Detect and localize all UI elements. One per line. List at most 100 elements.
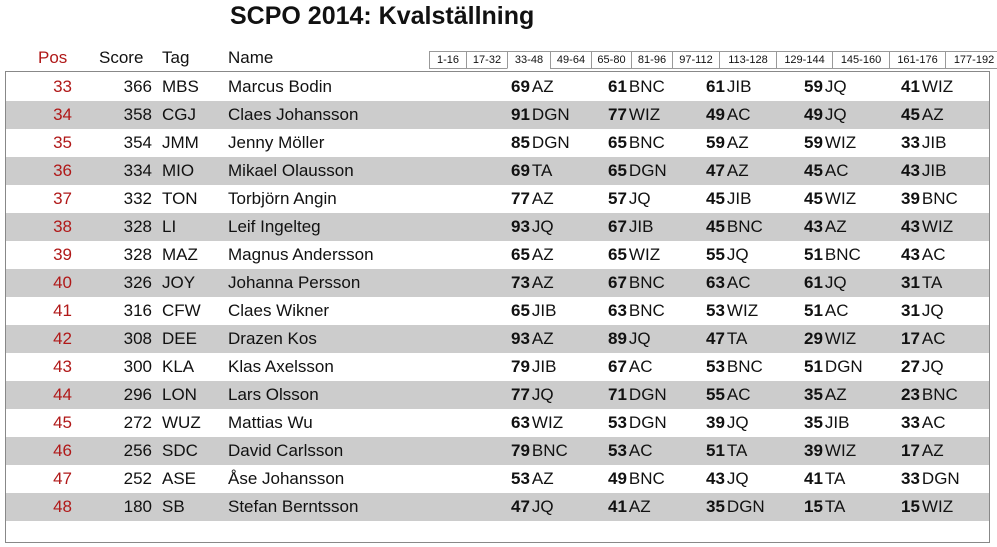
match-result: 53 WIZ [706, 301, 758, 321]
match-result: 33 JIB [901, 133, 946, 153]
match-score: 35 [804, 413, 823, 432]
match-score: 67 [608, 273, 627, 292]
match-score: 51 [804, 357, 823, 376]
match-opponent: AZ [824, 385, 847, 404]
match-opponent: WIZ [531, 413, 564, 432]
match-score: 33 [901, 133, 920, 152]
tab-97-112[interactable]: 97-112 [672, 51, 719, 69]
match-opponent: WIZ [921, 77, 954, 96]
match-opponent: DGN [628, 385, 667, 404]
row-tag: DEE [162, 329, 197, 348]
match-opponent: BNC [921, 189, 958, 208]
match-result: 65 JIB [511, 301, 556, 321]
match-opponent: JQ [824, 273, 847, 292]
match-result: 49 JQ [804, 105, 847, 125]
match-opponent: JIB [921, 133, 947, 152]
match-result: 61 JIB [706, 77, 751, 97]
match-result: 43 JIB [901, 161, 946, 181]
tab-65-80[interactable]: 65-80 [591, 51, 631, 69]
match-result: 29 WIZ [804, 329, 856, 349]
match-opponent: AZ [531, 245, 554, 264]
match-score: 31 [901, 301, 920, 320]
match-result: 73 AZ [511, 273, 554, 293]
match-opponent: BNC [921, 385, 958, 404]
match-score: 43 [901, 217, 920, 236]
tab-49-64[interactable]: 49-64 [550, 51, 591, 69]
match-opponent: JIB [921, 161, 947, 180]
match-result: 17 AC [901, 329, 946, 349]
match-score: 93 [511, 217, 530, 236]
tab-1-16[interactable]: 1-16 [429, 51, 466, 69]
table-row: 47 252 ASE Åse Johansson 53 AZ 49 BNC 43 JQ 41 TA 33… [6, 465, 989, 493]
row-name: Johanna Persson [228, 273, 361, 292]
row-tag: LI [162, 217, 177, 236]
row-pos: 44 [53, 385, 72, 404]
match-opponent: WIZ [824, 189, 857, 208]
match-score: 59 [706, 133, 725, 152]
tab-145-160[interactable]: 145-160 [832, 51, 889, 69]
row-name: Claes Wikner [228, 301, 330, 320]
match-score: 63 [511, 413, 530, 432]
table-row: 48 180 SB Stefan Berntsson 47 JQ 41 AZ 35 DGN 15 TA… [6, 493, 989, 521]
tab-17-32[interactable]: 17-32 [466, 51, 507, 69]
match-result: 93 AZ [511, 329, 554, 349]
match-score: 55 [706, 245, 725, 264]
row-name: Mattias Wu [228, 413, 313, 432]
match-opponent: JQ [628, 329, 651, 348]
match-score: 45 [706, 217, 725, 236]
row-score: 358 [123, 105, 152, 124]
row-tag: CFW [162, 301, 201, 320]
match-opponent: WIZ [921, 497, 954, 516]
match-result: 41 WIZ [901, 77, 953, 97]
row-name: David Carlsson [228, 441, 344, 460]
match-result: 61 JQ [804, 273, 847, 293]
table-row: 44 296 LON Lars Olsson 77 JQ 71 DGN 55 AC 35 AZ 23 BN… [6, 381, 989, 409]
header-pos: Pos [38, 48, 68, 67]
table-row: 37 332 TON Torbjörn Angin 77 AZ 57 JQ 45 JIB 45 WIZ… [6, 185, 989, 213]
match-opponent: TA [726, 329, 748, 348]
match-score: 65 [511, 245, 530, 264]
match-result: 49 AC [706, 105, 751, 125]
match-opponent: DGN [921, 469, 960, 488]
match-score: 73 [511, 273, 530, 292]
match-result: 31 JQ [901, 301, 944, 321]
standings-table: 33 366 MBS Marcus Bodin 69 AZ 61 BNC 61 JIB 59 JQ 41… [5, 71, 990, 543]
match-result: 55 AC [706, 385, 751, 405]
match-result: 69 TA [511, 161, 552, 181]
match-opponent: DGN [824, 357, 863, 376]
match-opponent: AZ [531, 273, 554, 292]
match-score: 91 [511, 105, 530, 124]
tab-81-96[interactable]: 81-96 [631, 51, 672, 69]
match-opponent: DGN [531, 133, 570, 152]
row-pos: 37 [53, 189, 72, 208]
row-score: 296 [123, 385, 152, 404]
match-result: 43 WIZ [901, 217, 953, 237]
tab-113-128[interactable]: 113-128 [719, 51, 776, 69]
match-score: 45 [706, 189, 725, 208]
row-pos: 45 [53, 413, 72, 432]
match-score: 15 [804, 497, 823, 516]
header-tag: Tag [162, 48, 190, 67]
match-result: 77 JQ [511, 385, 554, 405]
table-row: 39 328 MAZ Magnus Andersson 65 AZ 65 WIZ 55 JQ 51 B… [6, 241, 989, 269]
row-score: 366 [123, 77, 152, 96]
match-opponent: AZ [628, 497, 651, 516]
row-tag: MAZ [162, 245, 198, 264]
match-opponent: JQ [824, 77, 847, 96]
row-tag: TON [162, 189, 198, 208]
match-score: 49 [608, 469, 627, 488]
match-result: 65 AZ [511, 245, 554, 265]
match-result: 43 JQ [706, 469, 749, 489]
row-pos: 42 [53, 329, 72, 348]
tab-177-192[interactable]: 177-192 [945, 51, 997, 69]
row-score: 354 [123, 133, 152, 152]
tab-33-48[interactable]: 33-48 [507, 51, 550, 69]
match-score: 53 [706, 357, 725, 376]
match-opponent: AC [726, 273, 751, 292]
tab-129-144[interactable]: 129-144 [776, 51, 832, 69]
match-score: 53 [608, 441, 627, 460]
match-opponent: AC [628, 357, 653, 376]
tab-161-176[interactable]: 161-176 [889, 51, 945, 69]
match-result: 79 JIB [511, 357, 556, 377]
row-pos: 43 [53, 357, 72, 376]
